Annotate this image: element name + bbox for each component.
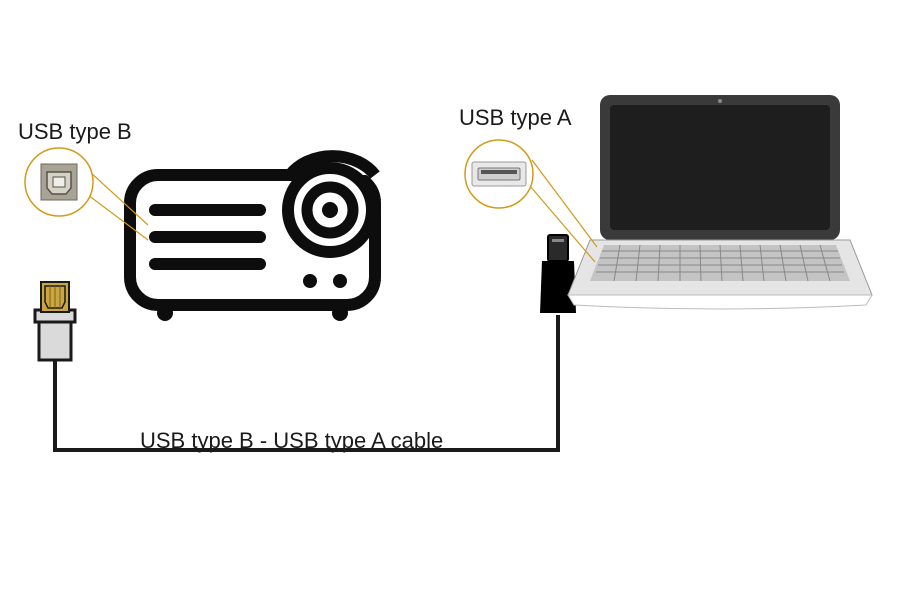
laptop-icon: [568, 95, 872, 309]
projector-icon: [130, 156, 375, 321]
usb-a-callout: [465, 140, 597, 262]
usb-b-label: USB type B: [18, 119, 132, 145]
usb-a-connector: [540, 235, 576, 313]
usb-a-label: USB type A: [459, 105, 572, 131]
connection-diagram: [0, 0, 900, 600]
cable-label: USB type B - USB type A cable: [140, 428, 443, 454]
usb-b-connector: [35, 282, 75, 360]
